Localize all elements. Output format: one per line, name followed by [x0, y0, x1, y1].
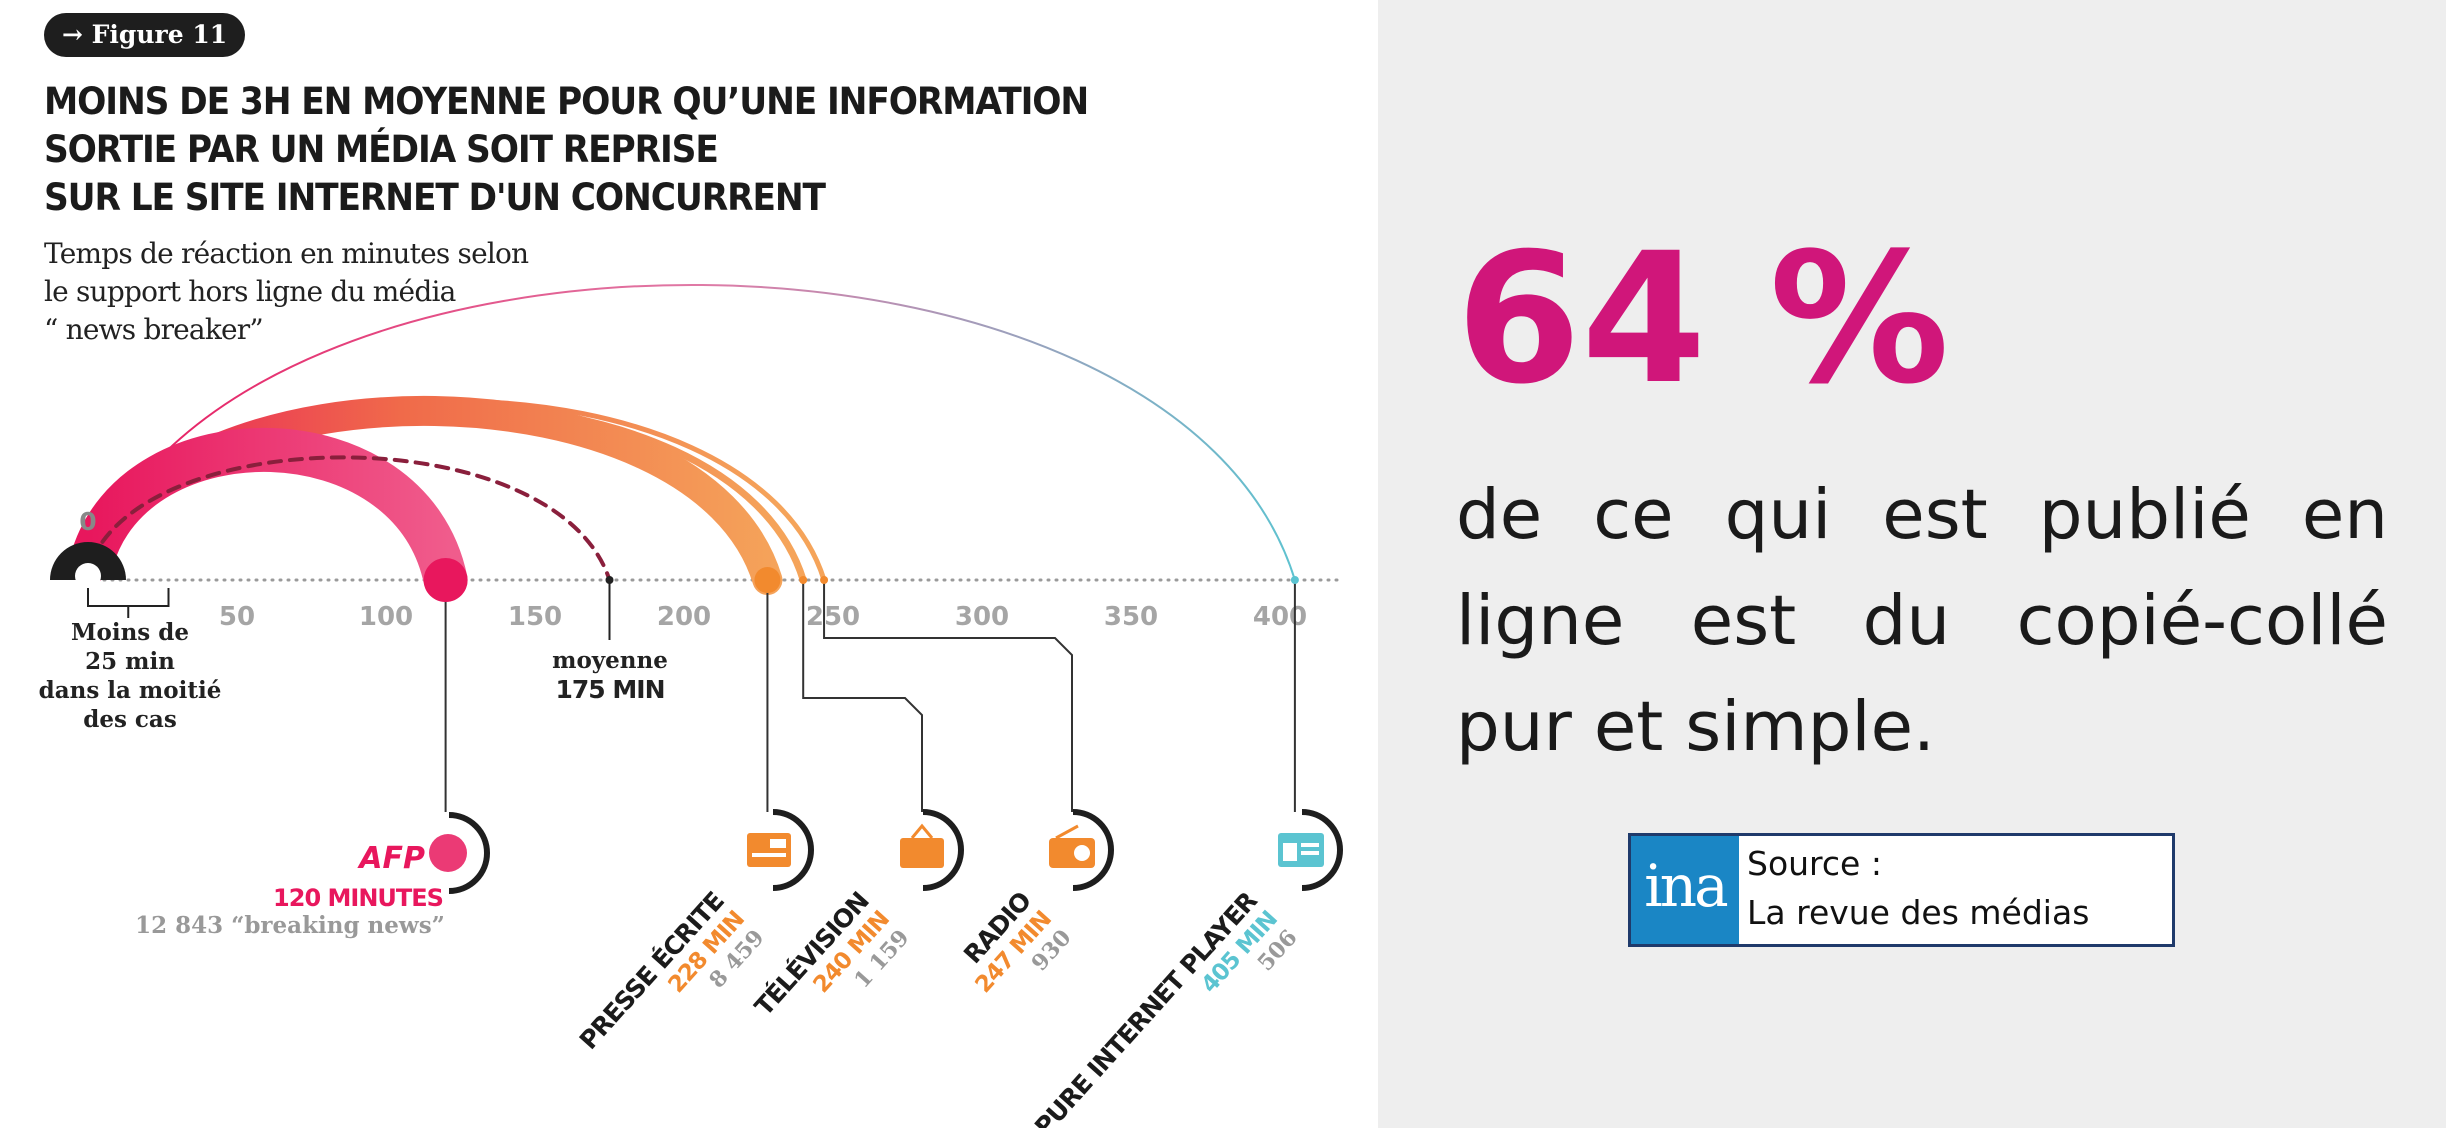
axis-tick-label: 150	[508, 602, 562, 632]
chart-title-line: MOINS DE 3H EN MOYENNE POUR QU’UNE INFOR…	[44, 80, 1089, 123]
chart-subtitle: Temps de réaction en minutes selon le su…	[44, 235, 744, 349]
category-name: PURE INTERNET PLAYER	[1029, 886, 1263, 1128]
average-label: moyenne	[552, 647, 668, 674]
point-radio	[820, 576, 829, 584]
stat-value: 64 %	[1456, 215, 1950, 424]
radio-icon	[1049, 824, 1095, 868]
average-value-label: 175 MIN	[556, 675, 665, 704]
arc-pure-internet-player	[91, 284, 1296, 581]
afp-logo-text: AFP	[357, 841, 425, 876]
web-page-icon-block	[1283, 843, 1297, 861]
axis-zero-label: 0	[79, 507, 96, 536]
television-icon	[900, 823, 944, 868]
zero-half-disc	[50, 542, 126, 580]
axis-tick-label: 200	[657, 602, 711, 632]
television-ring	[922, 809, 964, 891]
figure-badge: → Figure 11	[44, 13, 246, 57]
afp-count-label: 12 843 “breaking news”	[135, 912, 445, 939]
radio-icon-speaker	[1074, 845, 1090, 861]
newspaper-icon-line	[752, 853, 786, 857]
axis-tick-label: 100	[359, 602, 413, 632]
median-note-line: 25 min	[85, 648, 175, 675]
radio-ring	[1072, 809, 1114, 891]
axis-tick-label: 50	[219, 602, 255, 632]
web-page-icon-line	[1301, 851, 1319, 855]
axis-tick-label: 300	[955, 602, 1009, 632]
point-presse-ecrite	[754, 567, 781, 593]
stat-panel: 64 % de ce qui est publié en ligne est d…	[1378, 0, 2446, 1128]
leader-radio	[823, 580, 1073, 812]
presse-ecrite-ring	[772, 809, 814, 891]
pure-internet-player-ring	[1301, 809, 1343, 891]
chart-title-line: SORTIE PAR UN MÉDIA SOIT REPRISE	[44, 128, 719, 171]
web-page-icon-line	[1301, 843, 1319, 847]
point-pure-internet-player	[1290, 576, 1299, 584]
chart-subtitle-line: le support hors ligne du média	[44, 275, 456, 308]
axis-tick-label: 400	[1253, 602, 1307, 632]
chart-title: MOINS DE 3H EN MOYENNE POUR QU’UNE INFOR…	[44, 78, 1160, 222]
source-box: ina Source : La revue des médias	[1628, 833, 2175, 947]
chart-subtitle-line: “ news breaker”	[44, 313, 264, 346]
arc-average	[90, 455, 612, 582]
afp-logo-globe	[429, 834, 467, 872]
ina-logo: ina	[1631, 836, 1739, 944]
median-note-line: des cas	[83, 706, 177, 733]
chart-subtitle-line: Temps de réaction en minutes selon	[44, 237, 529, 270]
radio-icon-antenna	[1055, 824, 1079, 840]
average-point	[605, 576, 614, 584]
source-name: La revue des médias	[1747, 893, 2090, 932]
television-icon-antenna	[910, 823, 934, 839]
newspaper-icon-photo	[770, 839, 786, 848]
infographic-panel: → Figure 11 MOINS DE 3H EN MOYENNE POUR …	[38, 13, 1344, 1128]
stat-text: de ce qui est publié en ligne est du cop…	[1456, 475, 2388, 767]
median-note-line: dans la moitié	[39, 677, 222, 704]
median-bracket	[87, 588, 170, 618]
afp-ring	[448, 812, 490, 894]
point-television	[799, 576, 808, 584]
web-page-icon	[1278, 833, 1324, 867]
afp-logo-icon: AFP	[357, 834, 467, 876]
point-afp	[423, 558, 468, 602]
afp-minutes-label: 120 MINUTES	[273, 884, 443, 912]
television-icon-screen	[900, 838, 944, 868]
arc-afp	[70, 427, 468, 602]
zero-dot	[75, 563, 101, 589]
source-label: Source :	[1747, 844, 1882, 883]
axis-tick-label: 250	[806, 602, 860, 632]
median-note-line: Moins de	[71, 619, 189, 646]
newspaper-icon-body	[747, 833, 791, 867]
leader-television	[802, 580, 923, 812]
axis-tick-label: 350	[1104, 602, 1158, 632]
newspaper-icon	[747, 833, 791, 867]
chart-title-line: SUR LE SITE INTERNET D'UN CONCURRENT	[44, 176, 826, 219]
